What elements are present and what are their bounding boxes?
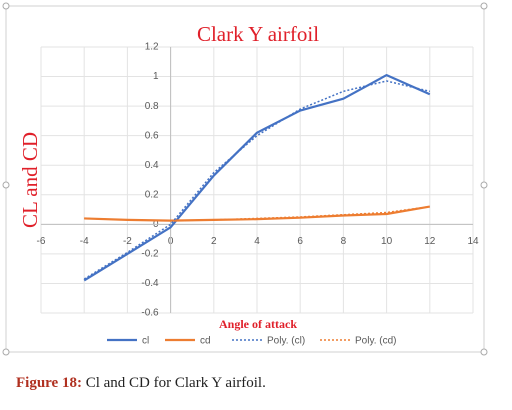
legend-label: cl [142,336,149,347]
y-axis-label: CL and CD [18,132,42,228]
caption-text: Cl and CD for Clark Y airfoil. [86,375,266,391]
y-tick-label: 1 [153,71,159,82]
y-tick-label: 1.2 [145,42,159,53]
legend-label: Poly. (cd) [355,336,397,347]
handle [2,2,10,10]
series-line [83,80,430,280]
legend-label: Poly. (cl) [267,336,305,347]
handle [480,181,488,189]
x-tick-label: 8 [341,236,347,247]
x-tick-label: 14 [467,236,479,247]
chart-title: Clark Y airfoil [197,22,319,46]
y-tick-label: -0.4 [141,278,159,289]
caption: Figure 18: Cl and CD for Clark Y airfoil… [16,375,266,391]
y-tick-label: -0.6 [141,308,159,319]
series-line [83,73,431,282]
x-tick-label: 2 [211,236,217,247]
y-tick-label: 0.8 [145,101,159,112]
x-tick-label: -6 [37,236,46,247]
caption-label: Figure 18: [16,375,82,391]
handle [2,181,10,189]
x-tick-label: 6 [297,236,303,247]
x-tick-label: 4 [254,236,260,247]
x-tick-label: 10 [381,236,393,247]
y-tick-label: 0.2 [145,189,159,200]
y-tick-label: 0.4 [145,160,159,171]
handle [480,2,488,10]
x-tick-label: -4 [80,236,89,247]
legend-label: cd [200,336,211,347]
handle [480,348,488,356]
chart-frame [5,5,485,353]
x-tick-label: -2 [123,236,132,247]
y-tick-label: 0.6 [145,130,159,141]
handle [2,348,10,356]
x-tick-label: 12 [424,236,436,247]
x-axis-label: Angle of attack [219,317,297,331]
series-line [84,205,430,222]
y-tick-label: -0.2 [141,249,159,260]
